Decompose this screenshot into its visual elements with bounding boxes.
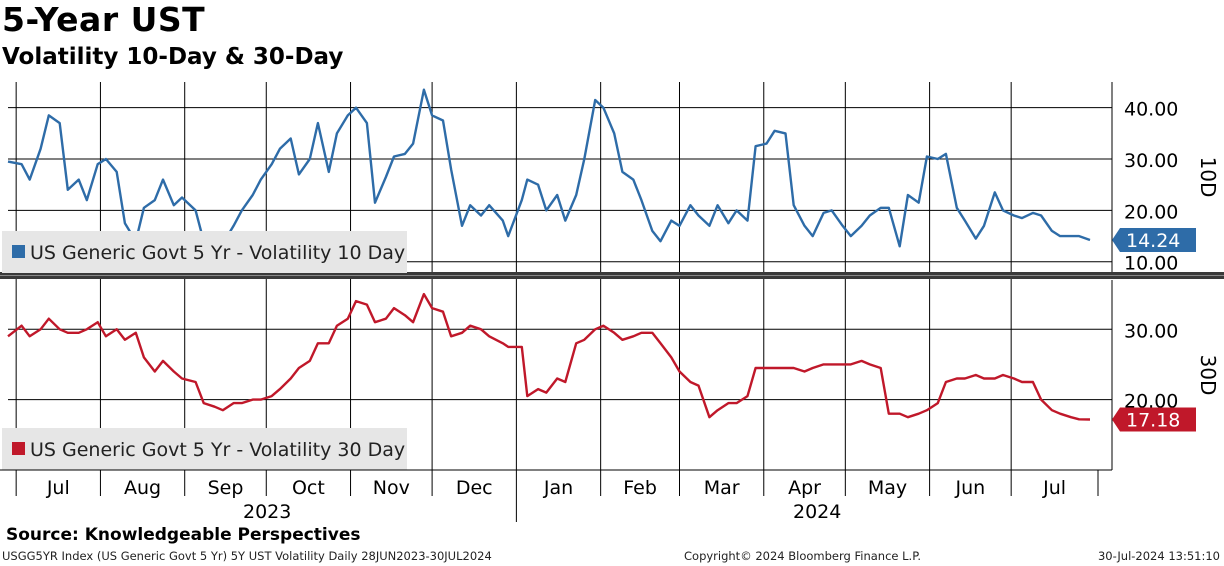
month-label: Sep [208,477,244,499]
legend-box [2,231,407,273]
timestamp: 30-Jul-2024 13:51:10 [1097,549,1220,563]
source-note: Source: Knowledgeable Perspectives [6,525,361,545]
year-label: 2024 [793,501,841,523]
year-label: 2023 [243,501,291,523]
y-tick-label: 10.00 [1124,253,1178,275]
legend-swatch [12,245,25,258]
month-label: Jun [955,477,986,499]
month-label: Jul [46,477,70,499]
chart-title: 5-Year UST [2,0,206,39]
series-line [7,292,1091,421]
axis-label: 30D [1196,355,1220,396]
series-line [7,88,1091,248]
month-label: May [868,477,907,499]
last-value-tag [1112,227,1196,252]
y-tick-label: 20.00 [1124,201,1178,223]
last-value-label: 14.24 [1126,230,1180,252]
y-tick-label: 30.00 [1124,320,1178,342]
legend-label: US Generic Govt 5 Yr - Volatility 10 Day [30,242,405,264]
y-tick-label: 20.00 [1124,391,1178,413]
y-tick-label: 40.00 [1124,99,1178,121]
chart-subtitle: Volatility 10-Day & 30-Day [2,44,344,70]
month-label: Mar [704,477,740,499]
month-label: Oct [292,477,325,499]
last-value-label: 17.18 [1126,409,1180,431]
month-label: Aug [124,477,161,499]
month-label: Feb [623,477,657,499]
axis-label: 10D [1196,157,1220,198]
last-value-tag [1112,407,1196,432]
month-label: Jan [543,477,573,499]
month-label: Nov [373,477,410,499]
series-info: USGG5YR Index (US Generic Govt 5 Yr) 5Y … [2,549,492,563]
month-label: Jul [1042,477,1066,499]
month-label: Dec [456,477,493,499]
legend-swatch [12,442,25,455]
legend-box [2,428,407,470]
legend-label: US Generic Govt 5 Yr - Volatility 30 Day [30,439,405,461]
month-label: Apr [788,477,821,499]
copyright-note: Copyright© 2024 Bloomberg Finance L.P. [684,549,921,563]
y-tick-label: 30.00 [1124,150,1178,172]
